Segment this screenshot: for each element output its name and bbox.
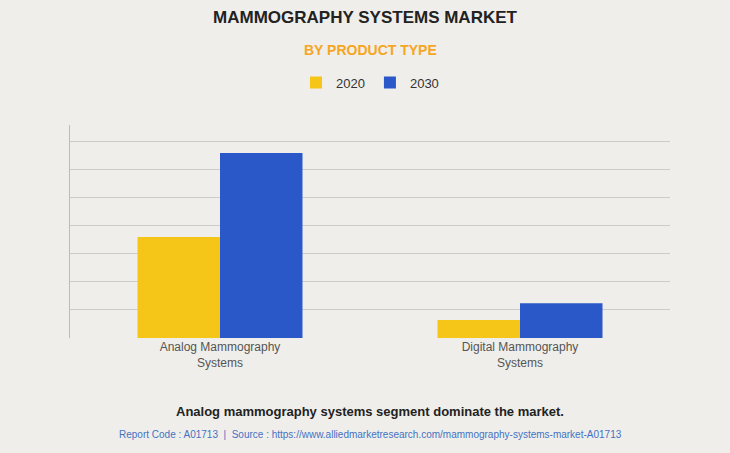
svg-text:Report Code : A01713 | Sourc: Report Code : A01713 | Source : https://… <box>119 429 622 440</box>
svg-text:BY PRODUCT TYPE: BY PRODUCT TYPE <box>304 42 437 58</box>
svg-text:2020: 2020 <box>336 76 365 91</box>
svg-text:Analog MammographySystems: Analog MammographySystems <box>160 340 281 370</box>
svg-text:MAMMOGRAPHY SYSTEMS MARKET: MAMMOGRAPHY SYSTEMS MARKET <box>213 8 517 27</box>
svg-text:Digital MammographySystems: Digital MammographySystems <box>462 340 579 370</box>
svg-text:2030: 2030 <box>410 76 439 91</box>
svg-text:Analog mammography systems seg: Analog mammography systems segment domin… <box>176 404 564 419</box>
